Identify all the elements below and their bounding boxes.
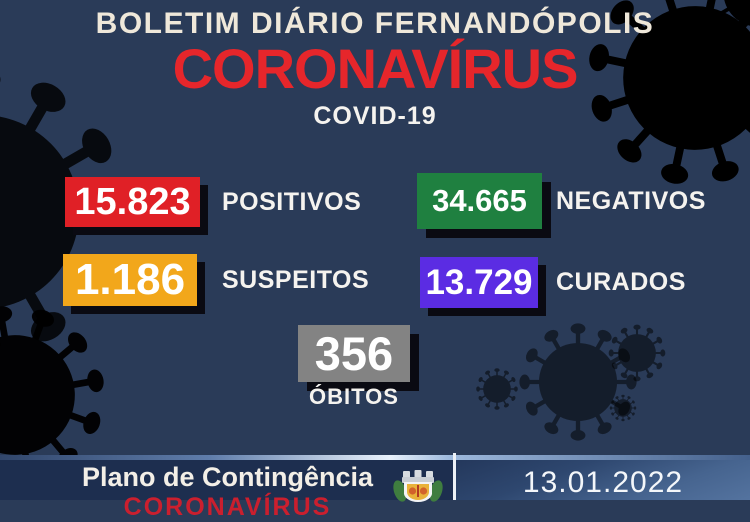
negatives-value: 34.665	[432, 183, 527, 218]
cured-value: 13.729	[425, 262, 533, 302]
virus-icon	[609, 394, 637, 422]
virus-icon	[519, 323, 637, 441]
suspects-label: SUSPEITOS	[222, 265, 370, 294]
virus-icon	[608, 324, 666, 382]
suspects-value-box: 1.186	[63, 254, 197, 306]
bulletin-title: BOLETIM DIÁRIO FERNANDÓPOLIS	[95, 7, 655, 40]
covid-subtitle: COVID-19	[313, 102, 437, 130]
negatives-value-box: 34.665	[417, 173, 542, 229]
deaths-value: 356	[314, 327, 394, 380]
positives-value-box: 15.823	[65, 177, 200, 227]
cured-label: CURADOS	[556, 268, 686, 296]
main-title: CORONAVÍRUS	[172, 37, 579, 100]
city-coat-of-arms-icon	[393, 470, 443, 503]
footer-date-panel: 13.01.2022	[456, 460, 750, 500]
bulletin-date: 13.01.2022	[522, 466, 684, 499]
contingency-plan-subtitle: CORONAVÍRUS	[123, 493, 332, 521]
suspects-value: 1.186	[74, 255, 186, 304]
virus-icon	[476, 368, 518, 410]
negatives-label: NEGATIVOS	[556, 186, 706, 215]
deaths-value-box: 356	[298, 325, 410, 382]
cured-value-box: 13.729	[420, 257, 538, 308]
contingency-plan-title: Plano de Contingência	[81, 462, 374, 492]
positives-value: 15.823	[74, 180, 191, 223]
positives-label: POSITIVOS	[222, 187, 362, 216]
footer-separator-line	[453, 453, 456, 500]
deaths-label: ÓBITOS	[309, 384, 399, 409]
footer-divider-strip	[0, 455, 750, 460]
